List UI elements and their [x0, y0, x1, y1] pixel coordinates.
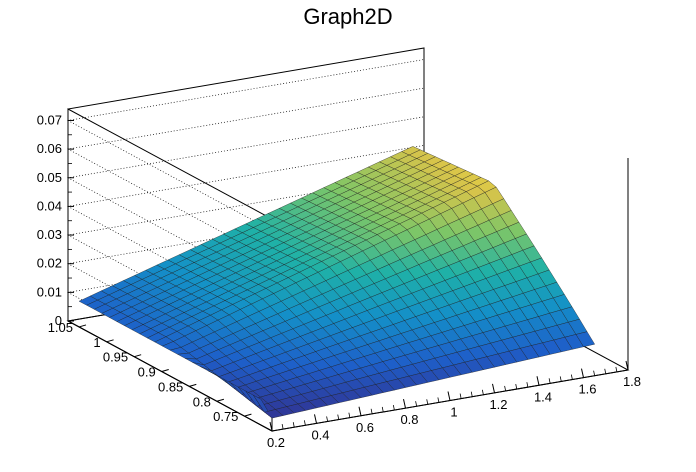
y-tick-label-1: 0.8 — [193, 394, 211, 409]
x-minor-tick-25 — [548, 378, 551, 384]
y-tick-mark-4 — [134, 354, 142, 358]
x-minor-tick-3 — [303, 420, 306, 426]
x-tick-mark-0 — [269, 421, 273, 432]
x-minor-tick-2 — [292, 422, 295, 428]
x-minor-tick-26 — [559, 376, 562, 382]
x-minor-tick-23 — [526, 382, 529, 388]
y-tick-label-6: 1.05 — [48, 320, 73, 335]
x-tick-mark-1 — [314, 414, 317, 424]
x-minor-tick-21 — [504, 385, 507, 392]
y-tick-mark-0 — [244, 413, 252, 417]
x-minor-tick-31 — [615, 366, 618, 372]
z-axis: 0 0.01 0.02 0.03 0.04 0.05 0.06 0.07 — [37, 112, 74, 328]
x-tick-label-0: 0.2 — [267, 435, 285, 450]
x-minor-tick-9 — [370, 408, 373, 414]
z-tick-label-0: 0 — [55, 313, 62, 328]
x-tick-label-3: 0.8 — [400, 412, 418, 427]
z-tick-label-5: 0.05 — [37, 170, 62, 185]
z-tick-label-1: 0.01 — [37, 284, 62, 299]
x-minor-tick-27 — [570, 374, 573, 380]
z-tick-label-4: 0.04 — [37, 198, 62, 213]
y-tick-label-5: 1 — [93, 335, 100, 350]
y-tick-mark-5 — [106, 339, 114, 343]
y-tick-mark-6 — [78, 324, 87, 328]
y-tick-mark-3 — [161, 369, 169, 373]
x-tick-mark-6 — [536, 376, 540, 386]
y-tick-label-2: 0.85 — [158, 379, 183, 394]
surface-cell-29-0 — [575, 331, 595, 347]
x-minor-tick-30 — [604, 368, 607, 374]
x-minor-tick-15 — [437, 397, 440, 403]
x-tick-mark-8 — [625, 360, 629, 371]
x-minor-tick-7 — [348, 412, 351, 418]
x-minor-tick-6 — [337, 414, 340, 420]
x-axis: 0.2 0.4 0.6 0.8 1 1.2 1.4 1.6 1.8 — [267, 360, 641, 450]
x-tick-label-4: 1 — [450, 405, 457, 420]
x-minor-tick-10 — [381, 406, 384, 413]
x-tick-mark-4 — [447, 391, 451, 401]
x-tick-label-7: 1.6 — [578, 382, 596, 397]
x-tick-label-1: 0.4 — [311, 427, 329, 442]
z-tick-label-2: 0.02 — [37, 256, 62, 271]
x-minor-tick-14 — [426, 399, 429, 405]
x-minor-tick-17 — [459, 393, 462, 399]
x-tick-label-2: 0.6 — [356, 420, 374, 435]
z-tick-label-7: 0.07 — [37, 112, 62, 127]
y-tick-label-4: 0.95 — [103, 350, 128, 365]
x-minor-tick-5 — [326, 416, 329, 422]
x-tick-mark-2 — [358, 406, 362, 416]
y-tick-mark-1 — [216, 398, 225, 402]
surface-mesh — [78, 146, 595, 419]
z-tick-label-6: 0.06 — [37, 141, 62, 156]
y-axis: 0.750.8 0.850.9 0.951 1.05 — [48, 320, 252, 424]
chart-title: Graph2D — [303, 4, 392, 29]
x-minor-tick-18 — [470, 391, 473, 397]
x-minor-tick-22 — [515, 383, 518, 390]
y-tick-label-0: 0.75 — [213, 409, 238, 424]
x-minor-tick-13 — [415, 401, 418, 407]
x-tick-mark-3 — [403, 399, 406, 409]
x-minor-tick-11 — [392, 404, 395, 411]
y-tick-mark-2 — [189, 383, 197, 387]
x-minor-tick-1 — [281, 424, 284, 430]
x-tick-mark-7 — [581, 368, 584, 378]
x-minor-tick-19 — [481, 389, 484, 395]
z-tick-label-3: 0.03 — [37, 227, 62, 242]
x-tick-mark-5 — [492, 383, 495, 393]
x-tick-label-6: 1.4 — [534, 389, 552, 404]
x-minor-tick-29 — [593, 370, 596, 376]
x-tick-label-5: 1.2 — [489, 397, 507, 412]
left-bottom-edge — [67, 320, 273, 432]
y-tick-label-3: 0.9 — [138, 365, 156, 380]
x-tick-label-8: 1.8 — [623, 374, 641, 389]
